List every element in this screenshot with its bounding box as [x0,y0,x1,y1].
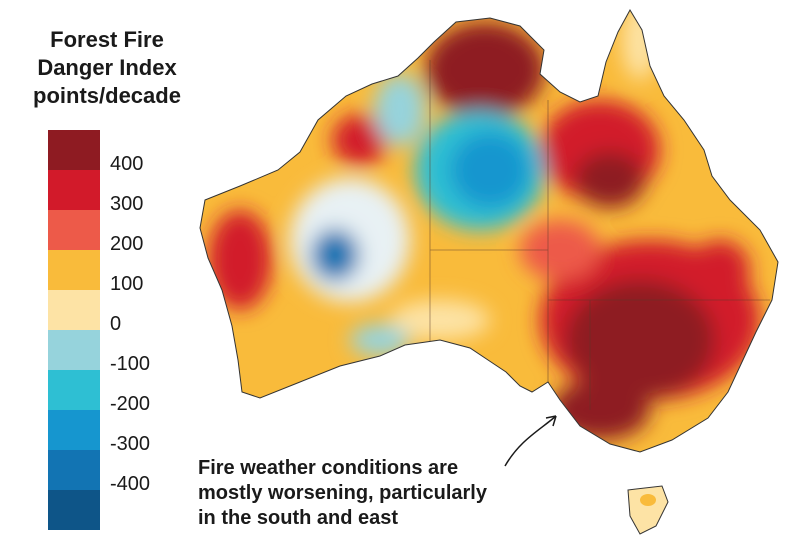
region-cape-york [622,10,658,80]
region-nullarbor [390,300,490,340]
legend-swatch [48,250,100,290]
legend-swatch [48,450,100,490]
legend-tick-label: -100 [110,353,151,375]
annotation-line: mostly worsening, particularly [198,482,487,504]
region-east-coast [690,240,750,300]
legend-color-bar [48,130,100,530]
region-qld-north-core [575,152,645,208]
region-central-east [520,220,600,280]
legend-tick-label: 200 [110,233,144,255]
region-west-interior-core [311,229,359,281]
annotation-arrow-head [545,415,557,427]
region-arnhem-land [425,22,545,118]
legend-title-line: Danger Index [37,55,177,80]
legend-tick-label: 300 [110,193,144,215]
legend-swatch [48,210,100,250]
legend-tick-label: -400 [110,473,151,495]
legend-tick-label: 400 [110,153,144,175]
region-top-west-cool [374,74,426,146]
region-south-coast-cool [350,324,410,356]
legend-title: Forest Fire Danger Index points/decade [22,26,192,110]
annotation-text: Fire weather conditions are mostly worse… [198,456,578,531]
legend-swatch [48,290,100,330]
tasmania [627,485,669,535]
annotation-arrow [504,415,557,467]
legend-title-line: Forest Fire [50,27,164,52]
legend-tick-label: 0 [110,313,122,335]
legend-swatch [48,410,100,450]
region-victoria [550,380,650,440]
legend-swatch [48,490,100,530]
legend-swatch [48,370,100,410]
legend-swatch [48,330,100,370]
region-kimberley [332,114,388,166]
legend-title-line: points/decade [33,83,181,108]
mainland-fill [200,10,778,452]
region-central-north-core [450,132,530,208]
legend-tick-label: -300 [110,433,151,455]
legend-tick-label: -200 [110,393,151,415]
legend-tick-label: 100 [110,273,144,295]
annotation-line: Fire weather conditions are [198,457,459,479]
legend-swatch [48,130,100,170]
annotation-line: in the south and east [198,507,399,529]
state-borders [429,60,770,410]
tasmania-patch [640,494,656,506]
region-south-west [208,210,272,310]
legend-swatch [48,170,100,210]
region-south-east-core [565,280,715,400]
